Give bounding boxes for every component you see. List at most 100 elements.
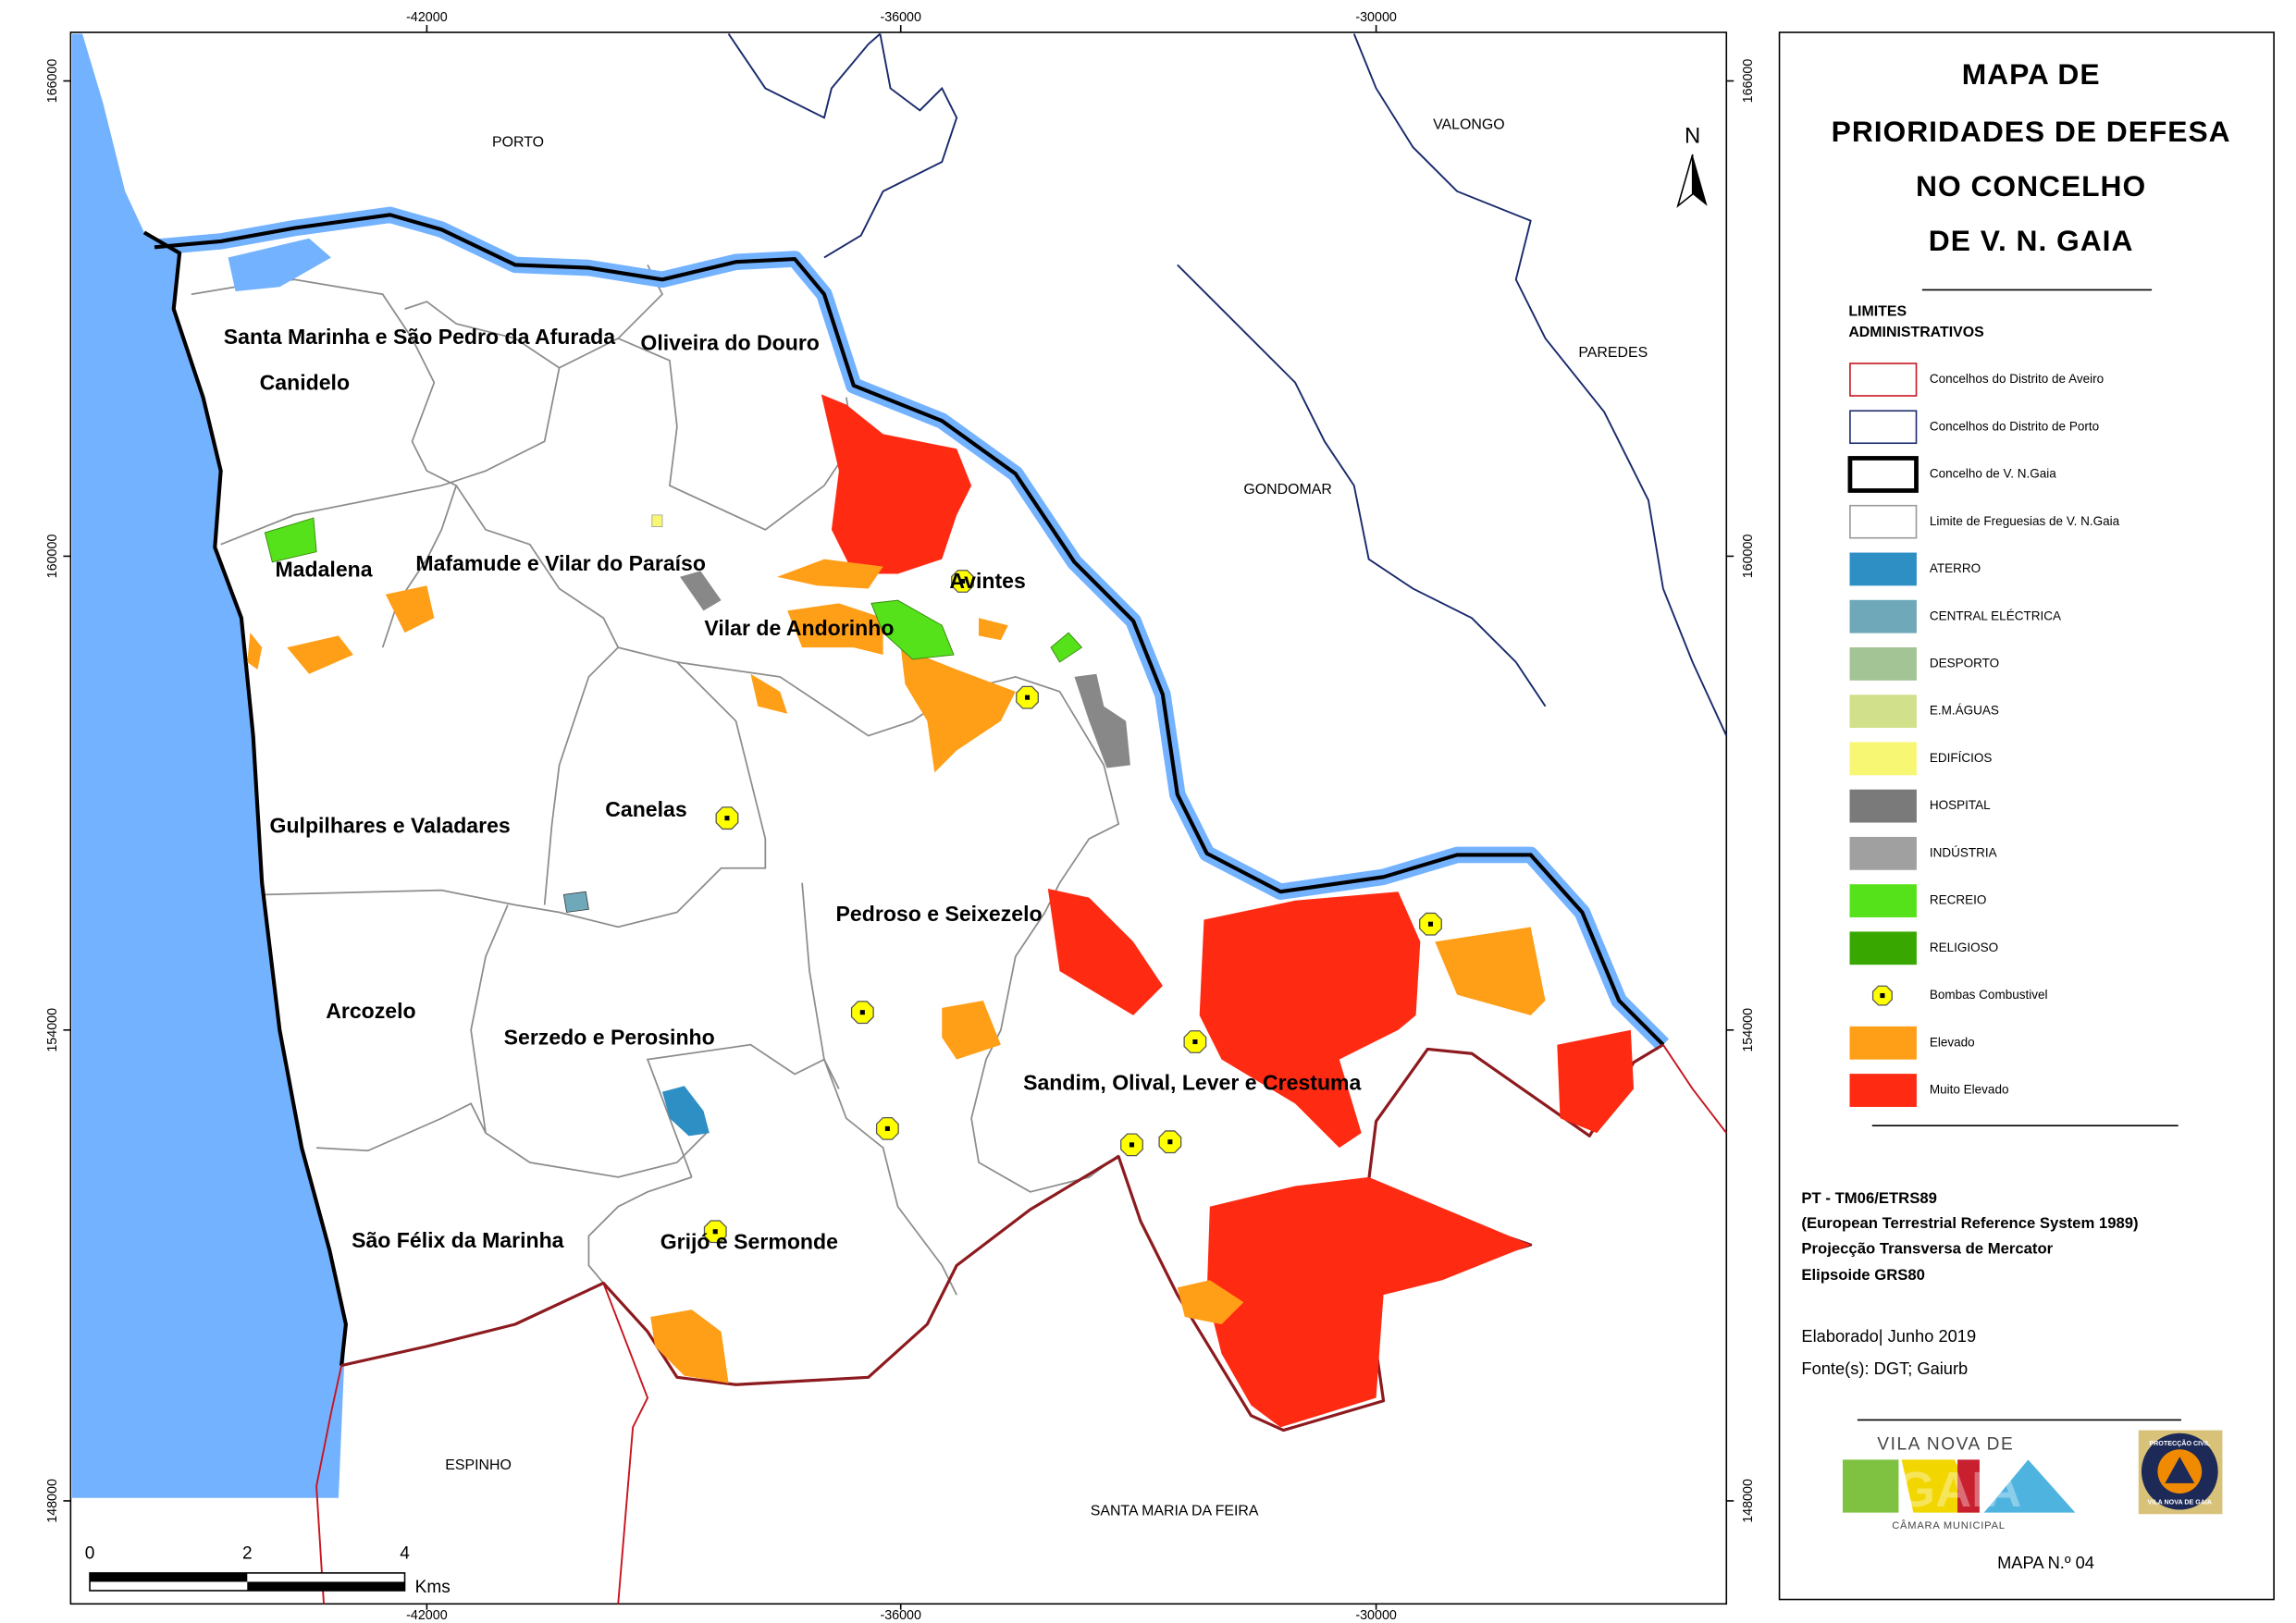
sea — [71, 33, 346, 1498]
fuel-pump-dot — [1129, 1142, 1135, 1148]
legend-swatch — [1849, 1074, 1917, 1107]
projection-line: Elipsoide GRS80 — [1801, 1266, 1925, 1284]
parish-label: Vilar de Andorinho — [704, 616, 894, 640]
legend-label: ATERRO — [1930, 561, 1981, 575]
fuel-pump-dot — [1880, 993, 1885, 999]
north-label: N — [1685, 123, 1700, 148]
y-tick-label: 166000 — [1741, 59, 1756, 104]
scale-label: 2 — [242, 1543, 253, 1563]
logo-text: VILA NOVA DE — [1877, 1435, 2014, 1455]
y-tick-label: 154000 — [45, 1008, 60, 1052]
legend: Concelhos do Distrito de Aveiro Concelhos… — [1847, 363, 2120, 1107]
credit: Fonte(s): DGT; Gaiurb — [1801, 1359, 1968, 1378]
parish-label: Grijó e Sermonde — [660, 1230, 838, 1254]
legend-swatch — [1849, 695, 1917, 729]
logo-text: CÂMARA MUNICIPAL — [1892, 1519, 2006, 1531]
logo-text: PROTECÇÃO CIVIL — [2149, 1439, 2210, 1447]
projection-info: PT - TM06/ETRS89 (European Terrestrial Re… — [1801, 1189, 2138, 1284]
gaia-boundary — [142, 213, 1665, 1366]
title-line: MAPA DE — [1962, 57, 2101, 91]
x-tick-label: -30000 — [1355, 10, 1397, 25]
y-tick-label: 166000 — [45, 59, 60, 104]
fuel-pump-dot — [859, 1010, 865, 1015]
place-labels: PORTO VALONGO PAREDES GONDOMAR ESPINHO SANTA … — [224, 117, 1648, 1518]
projection-line: Projecção Transversa de Mercator — [1801, 1239, 2053, 1257]
parish-label: Serzedo e Perosinho — [504, 1025, 715, 1049]
gaia-south-boundary — [340, 1043, 1664, 1432]
legend-label: CENTRAL ELÉCTRICA — [1930, 609, 2061, 622]
legend-label: DESPORTO — [1930, 656, 1999, 670]
high-risk-areas — [247, 559, 1546, 1383]
parish-label: Madalena — [275, 557, 372, 581]
legend-swatch — [1849, 931, 1917, 965]
fuel-pump-dot — [959, 578, 966, 584]
legend-swatch — [1849, 647, 1917, 681]
building — [651, 514, 663, 528]
map: N 0 2 4 Kms — [69, 31, 1728, 1605]
landfill — [661, 1086, 710, 1137]
recreation-area — [1050, 632, 1083, 663]
porto-shore — [228, 238, 331, 292]
civil-protection-logo: PROTECÇÃO CIVIL VILA NOVA DE GAIA — [2138, 1430, 2223, 1515]
legend-label: Concelho de V. N.Gaia — [1930, 467, 2056, 481]
parish-label: Canelas — [605, 797, 686, 821]
legend-swatch — [1849, 504, 1918, 539]
municipality-label: SANTA MARIA DA FEIRA — [1091, 1503, 1259, 1518]
x-tick-label: -36000 — [880, 10, 921, 25]
legend-swatch — [1849, 1026, 1917, 1060]
legend-swatch — [1847, 456, 1919, 493]
x-tick-label: -42000 — [406, 10, 448, 25]
legend-label: HOSPITAL — [1930, 798, 1991, 812]
fuel-pump-dot — [724, 816, 730, 821]
legend-label: Elevado — [1930, 1035, 1975, 1049]
fuel-pump-dot — [1167, 1139, 1173, 1145]
scale-unit: Kms — [415, 1578, 451, 1597]
x-tick-label: -42000 — [406, 1608, 448, 1623]
parish-label: Pedroso e Seixezelo — [836, 902, 1043, 926]
municipality-label: PAREDES — [1578, 345, 1648, 361]
fuel-pump-dot — [1192, 1039, 1198, 1045]
y-tick-label: 148000 — [1741, 1479, 1756, 1523]
fuel-pumps — [703, 570, 1442, 1244]
logo-text: VILA NOVA DE GAIA — [2148, 1498, 2213, 1506]
y-tick-label: 154000 — [1741, 1008, 1756, 1052]
legend-label: Bombas Combustivel — [1930, 988, 2048, 1002]
north-arrow: N — [1676, 123, 1708, 208]
projection-line: PT - TM06/ETRS89 — [1801, 1189, 1937, 1207]
municipality-label: GONDOMAR — [1243, 482, 1331, 498]
legend-label: Limite de Freguesias de V. N.Gaia — [1930, 514, 2120, 528]
legend-swatch — [1849, 363, 1918, 397]
coordinate-ticks: -42000 -42000 -36000 -36000 -30000 -30000 1660… — [45, 10, 1756, 1623]
scale-bar: 0 2 4 Kms — [85, 1543, 451, 1597]
industry-area — [1074, 673, 1130, 768]
fuel-pump-dot — [884, 1125, 890, 1131]
x-tick-label: -36000 — [880, 1608, 921, 1623]
municipality-label: VALONGO — [1433, 117, 1504, 132]
scale-label: 4 — [400, 1543, 410, 1563]
legend-swatch — [1849, 410, 1918, 445]
title-line: PRIORIDADES DE DEFESA — [1832, 115, 2231, 148]
legend-label: INDÚSTRIA — [1930, 845, 1997, 859]
map-title: MAPA DE PRIORIDADES DE DEFESA NO CONCELHO D… — [1832, 57, 2231, 257]
legend-label: RECREIO — [1930, 893, 1987, 907]
parish-label: Canidelo — [260, 370, 350, 394]
legend-label: Muito Elevado — [1930, 1083, 2009, 1097]
scale-label: 0 — [85, 1543, 95, 1563]
parish-label: Sandim, Olival, Lever e Crestuma — [1023, 1071, 1361, 1095]
parish-label: Gulpilhares e Valadares — [270, 813, 511, 837]
y-tick-label: 160000 — [1741, 535, 1756, 579]
legend-swatch — [1849, 599, 1917, 633]
industry-area — [680, 571, 722, 611]
parish-label: Arcozelo — [326, 999, 415, 1023]
gaia-logo: VILA NOVA DE GAIA CÂMARA MUNICIPAL — [1842, 1435, 2076, 1531]
legend-swatch — [1849, 552, 1917, 586]
y-tick-label: 148000 — [45, 1479, 60, 1523]
parish-label: Mafamude e Vilar do Paraíso — [415, 551, 706, 575]
legend-label: RELIGIOSO — [1930, 941, 1998, 954]
map-number: MAPA N.º 04 — [1997, 1553, 2094, 1572]
legend-heading: LIMITES — [1848, 304, 1907, 320]
parish-label: São Félix da Marinha — [352, 1228, 564, 1252]
aveiro-district-limits — [315, 1044, 1728, 1605]
legend-swatch — [1849, 836, 1917, 870]
title-line: NO CONCELHO — [1916, 169, 2146, 203]
